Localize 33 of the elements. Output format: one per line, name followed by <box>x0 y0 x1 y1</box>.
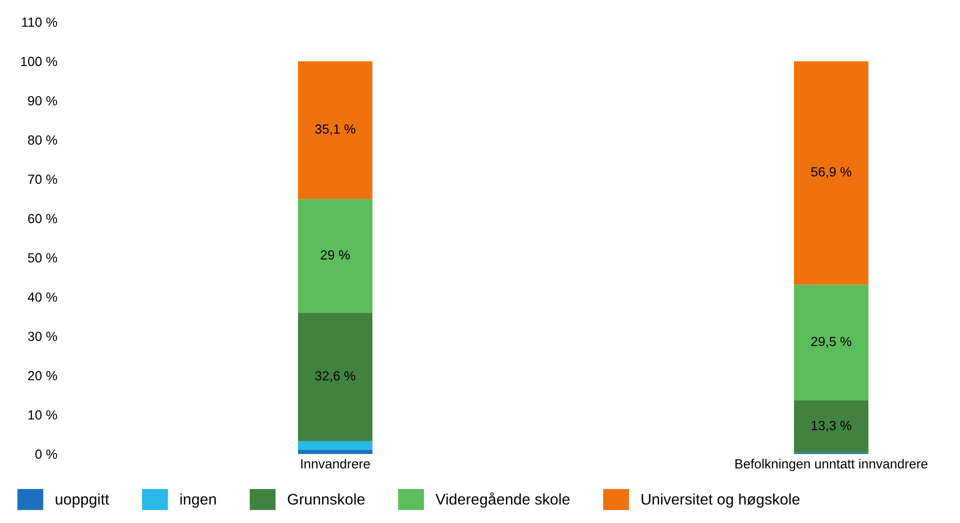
legend-label: Grunnskole <box>288 493 365 505</box>
data-label: 29,5 % <box>811 336 852 348</box>
bar <box>794 400 868 453</box>
y-tick-label: 90 % <box>28 96 58 106</box>
data-label: 35,1 % <box>315 124 356 136</box>
bar <box>794 284 868 401</box>
y-tick-label: 100 % <box>21 56 58 66</box>
legend-label: Universitet og høgskole <box>642 493 800 508</box>
bar <box>298 441 372 450</box>
y-tick-label: 20 % <box>28 370 58 380</box>
y-tick-label: 70 % <box>28 174 58 184</box>
bar <box>298 312 372 442</box>
bar <box>298 450 372 454</box>
bar <box>298 61 372 200</box>
y-tick-label: 50 % <box>28 253 58 263</box>
data-label: 13,3 % <box>812 420 852 432</box>
y-tick-label: 0 % <box>35 450 58 459</box>
y-tick-label: 10 % <box>28 410 58 420</box>
legend-label: uoppgitt <box>56 493 110 508</box>
y-tick-label: 30 % <box>28 332 58 342</box>
data-label: 56,9 % <box>811 167 852 178</box>
y-tick-label: 40 % <box>28 292 58 302</box>
legend-label: Videregående skole <box>436 492 570 508</box>
data-label: 32,6 % <box>315 371 356 382</box>
y-tick-label: 80 % <box>28 135 58 145</box>
bar <box>794 61 868 285</box>
y-tick-label: 110 % <box>22 18 58 27</box>
x-tick-label: Innvandrere <box>301 458 370 469</box>
data-label: 29 % <box>320 250 350 260</box>
legend-label: ingen <box>180 493 216 508</box>
y-tick-label: 60 % <box>28 214 58 224</box>
x-tick-label: Befolkningen unntatt innvandrere <box>735 458 928 472</box>
bar <box>298 199 372 313</box>
